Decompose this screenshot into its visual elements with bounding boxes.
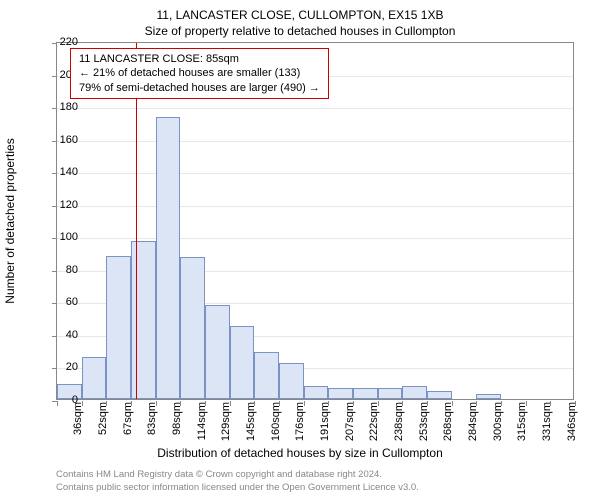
xtick-label: 114sqm xyxy=(196,402,208,442)
histogram-bar xyxy=(279,363,304,399)
xtick-label: 129sqm xyxy=(220,402,232,442)
gridline xyxy=(57,238,573,239)
ytick-label: 180 xyxy=(50,101,78,113)
xtick-label: 52sqm xyxy=(97,402,109,442)
histogram-bar xyxy=(402,386,427,399)
ytick-label: 160 xyxy=(50,134,78,146)
ytick-label: 80 xyxy=(50,264,78,276)
xtick-label: 176sqm xyxy=(294,402,306,442)
xtick-label: 331sqm xyxy=(541,402,553,442)
xtick-label: 36sqm xyxy=(72,402,84,442)
gridline xyxy=(57,108,573,109)
ytick-label: 60 xyxy=(50,296,78,308)
histogram-bar xyxy=(476,394,501,399)
histogram-bar xyxy=(427,391,452,399)
xtick-label: 160sqm xyxy=(270,402,282,442)
histogram-bar xyxy=(328,388,353,399)
gridline xyxy=(57,141,573,142)
xtick-label: 253sqm xyxy=(418,402,430,442)
histogram-bar xyxy=(82,357,107,399)
ytick-label: 40 xyxy=(50,329,78,341)
x-axis-label: Distribution of detached houses by size … xyxy=(0,446,600,460)
histogram-bar xyxy=(106,256,131,399)
chart-title-line2: Size of property relative to detached ho… xyxy=(0,22,600,38)
histogram-bar xyxy=(254,352,279,399)
y-axis-label: Number of detached properties xyxy=(3,138,17,303)
ytick-label: 120 xyxy=(50,199,78,211)
gridline xyxy=(57,206,573,207)
footer-line1: Contains HM Land Registry data © Crown c… xyxy=(56,469,574,481)
ytick-label: 100 xyxy=(50,231,78,243)
ytick-label: 220 xyxy=(50,36,78,48)
histogram-bar xyxy=(230,326,255,399)
xtick-label: 83sqm xyxy=(146,402,158,442)
xtick-label: 284sqm xyxy=(467,402,479,442)
histogram-bar xyxy=(205,305,230,399)
histogram-bar xyxy=(378,388,403,399)
info-line2: ← 21% of detached houses are smaller (13… xyxy=(79,66,320,80)
histogram-bar xyxy=(304,386,329,399)
footer-line2: Contains public sector information licen… xyxy=(56,482,574,494)
xtick-label: 346sqm xyxy=(566,402,578,442)
gridline xyxy=(57,173,573,174)
xtick-label: 315sqm xyxy=(516,402,528,442)
histogram-bar xyxy=(180,257,205,399)
chart-container: 11, LANCASTER CLOSE, CULLOMPTON, EX15 1X… xyxy=(0,0,600,500)
ytick-label: 140 xyxy=(50,166,78,178)
ytick-label: 20 xyxy=(50,361,78,373)
xtick-label: 222sqm xyxy=(368,402,380,442)
histogram-bar xyxy=(156,117,181,399)
xtick-label: 238sqm xyxy=(393,402,405,442)
info-line1: 11 LANCASTER CLOSE: 85sqm xyxy=(79,52,320,66)
footer: Contains HM Land Registry data © Crown c… xyxy=(56,469,574,494)
histogram-bar xyxy=(353,388,378,399)
histogram-bar xyxy=(131,241,156,399)
chart-title-line1: 11, LANCASTER CLOSE, CULLOMPTON, EX15 1X… xyxy=(0,0,600,22)
info-line3: 79% of semi-detached houses are larger (… xyxy=(79,81,320,95)
xtick-label: 98sqm xyxy=(171,402,183,442)
info-box: 11 LANCASTER CLOSE: 85sqm ← 21% of detac… xyxy=(70,48,329,99)
xtick-label: 191sqm xyxy=(319,402,331,442)
xtick-label: 268sqm xyxy=(442,402,454,442)
xtick-label: 145sqm xyxy=(245,402,257,442)
xtick-label: 300sqm xyxy=(492,402,504,442)
xtick-label: 207sqm xyxy=(344,402,356,442)
xtick-label: 67sqm xyxy=(122,402,134,442)
